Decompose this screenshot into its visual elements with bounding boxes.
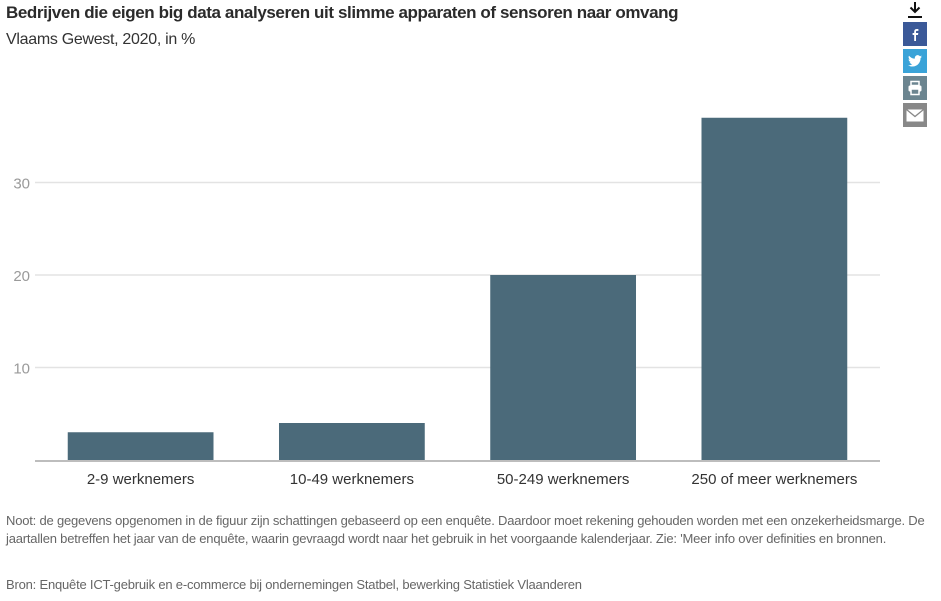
twitter-icon	[908, 55, 922, 67]
email-button[interactable]	[903, 103, 927, 127]
facebook-icon	[912, 29, 919, 41]
download-icon	[908, 2, 922, 18]
x-tick-label: 10-49 werknemers	[290, 471, 414, 488]
y-tick-label: 20	[13, 268, 30, 285]
share-toolbar	[903, 0, 929, 130]
print-icon	[908, 80, 922, 96]
share-facebook-button[interactable]	[903, 22, 927, 46]
print-button[interactable]	[903, 76, 927, 100]
chart-note: Noot: de gegevens opgenomen in de figuur…	[6, 513, 925, 546]
download-button[interactable]	[903, 0, 927, 20]
x-tick-label: 2-9 werknemers	[87, 471, 195, 488]
bar-chart: 10 20 30 2-9 werknemers 10-49 werknemers 50-2…	[13, 117, 880, 488]
chart-title: Bedrijven die eigen big data analyseren …	[6, 3, 679, 22]
share-twitter-button[interactable]	[903, 49, 927, 73]
email-icon	[906, 108, 924, 121]
bar-2[interactable]	[278, 423, 425, 460]
chart-source: Bron: Enquête ICT-gebruik en e-commerce …	[6, 577, 582, 592]
y-tick-label: 10	[13, 361, 30, 378]
x-tick-label: 250 of meer werknemers	[691, 471, 857, 488]
x-tick-label: 50-249 werknemers	[497, 471, 630, 488]
bar-4[interactable]	[701, 117, 848, 460]
bar-3[interactable]	[490, 275, 637, 460]
y-tick-label: 30	[13, 176, 30, 193]
chart-subtitle: Vlaams Gewest, 2020, in %	[6, 31, 196, 48]
bar-1[interactable]	[67, 432, 214, 460]
